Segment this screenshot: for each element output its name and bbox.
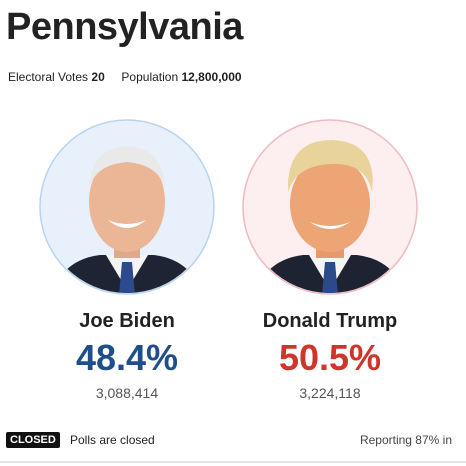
candidate-votes: 3,088,414: [95, 385, 159, 401]
trump-portrait: [242, 119, 418, 295]
reporting-text: Reporting 87% in: [359, 433, 452, 447]
candidate: Donald Trump 50.5% 3,224,118: [230, 310, 430, 401]
candidate-votes: 3,224,118: [299, 385, 361, 401]
candidate-percent: 48.4%: [75, 337, 179, 378]
stats: Electoral Votes 20 Population 12,800,000: [8, 70, 242, 84]
state-title: Pennsylvania: [6, 6, 243, 48]
candidate: Joe Biden 48.4% 3,088,414: [27, 310, 227, 401]
stat-label: Electoral Votes: [8, 70, 89, 84]
status-text: Polls are closed: [70, 433, 155, 447]
portraits: [39, 119, 418, 295]
candidate-percent: 50.5%: [278, 337, 382, 378]
candidate-name: Joe Biden: [79, 310, 175, 332]
stat-value: 20: [91, 70, 105, 84]
status-badge: CLOSED: [6, 432, 60, 448]
stat-label: Population: [121, 70, 179, 84]
candidate-name: Donald Trump: [262, 310, 398, 332]
biden-portrait: [39, 119, 215, 295]
stat-value: 12,800,000: [181, 70, 242, 84]
divider: [0, 461, 466, 463]
